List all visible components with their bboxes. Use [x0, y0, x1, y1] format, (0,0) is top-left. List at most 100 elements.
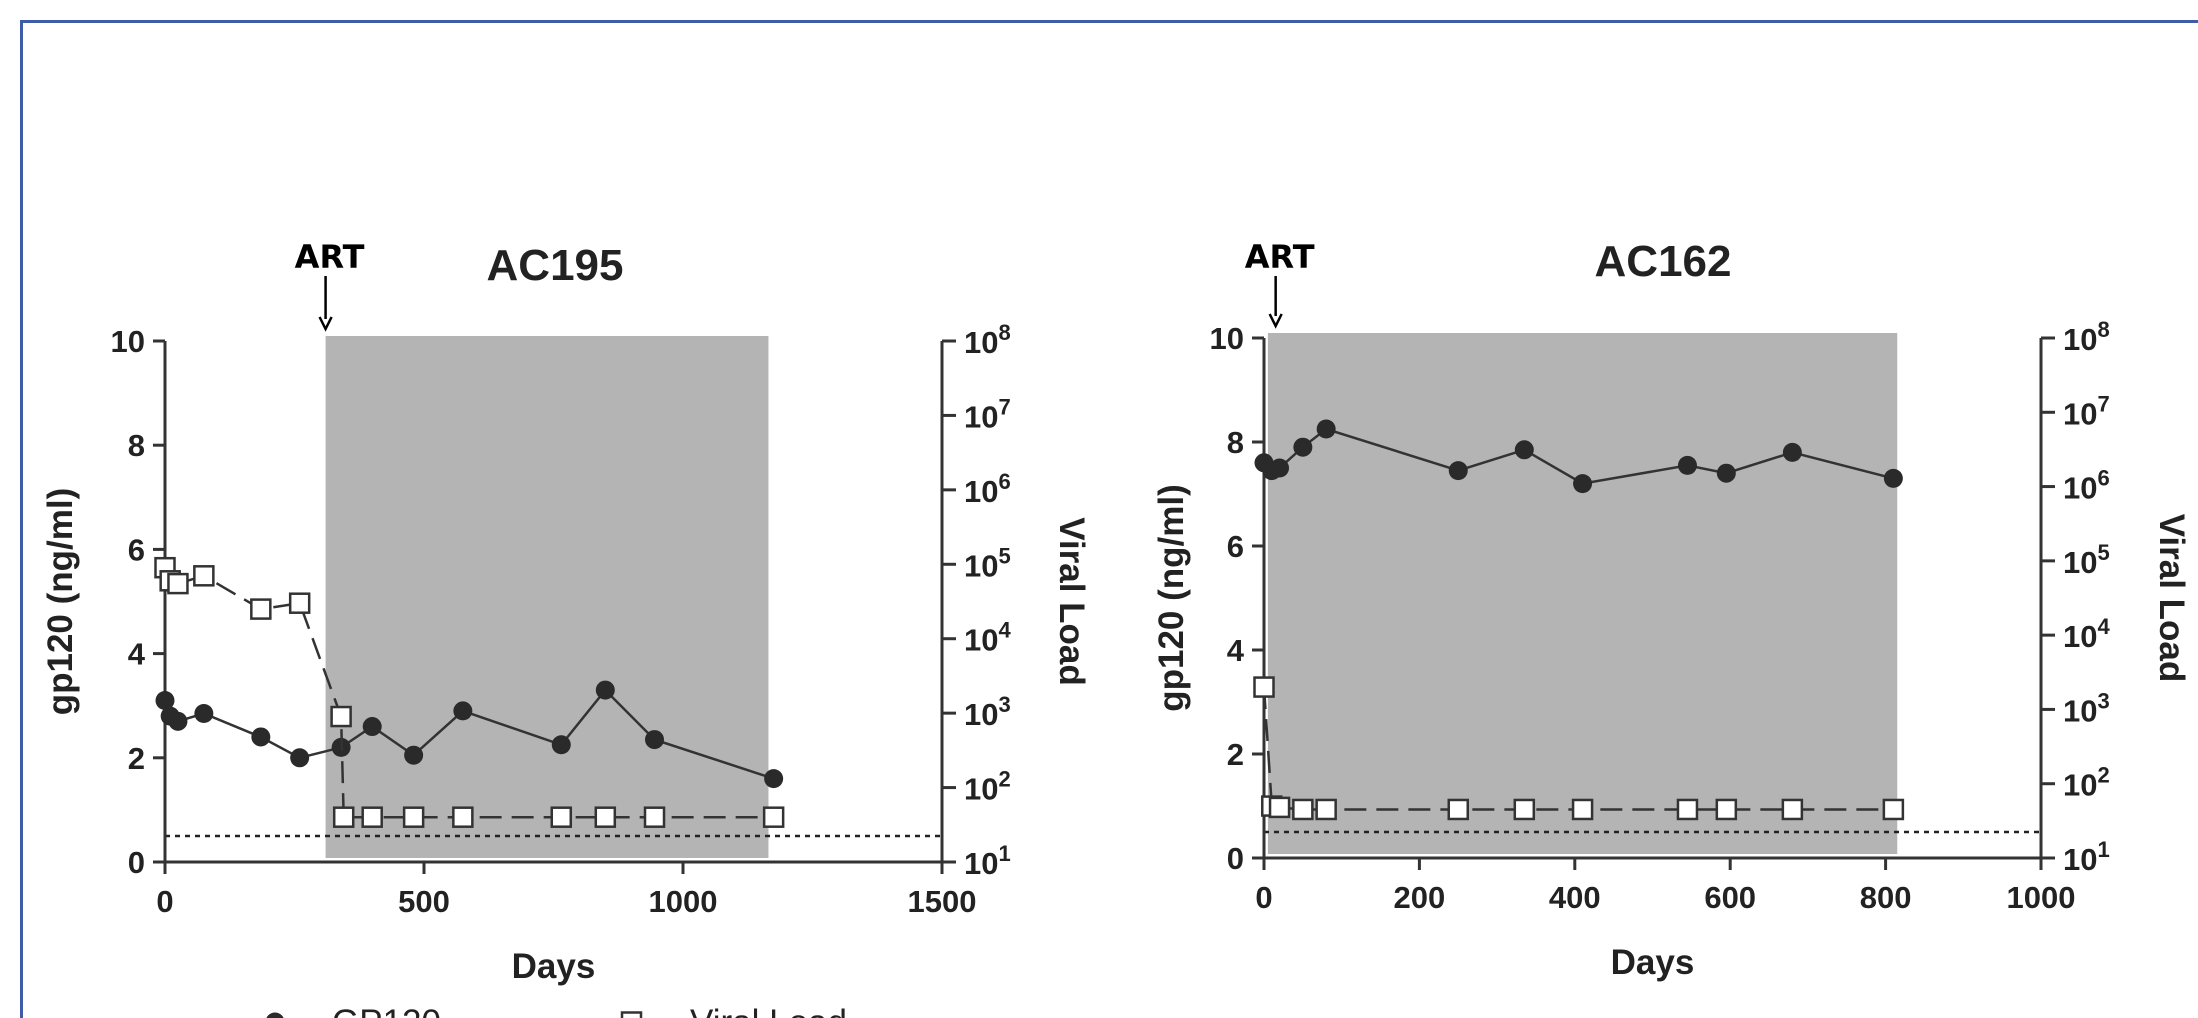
- y2-tick-label: 107: [2063, 391, 2110, 431]
- y-tick-label: 0: [128, 845, 145, 880]
- y2-tick-label: 101: [964, 841, 1011, 881]
- viral-load-point: [1715, 798, 1738, 821]
- gp120-point: [1883, 468, 1903, 488]
- gp120-point: [645, 730, 665, 750]
- viral-load-point: [361, 806, 383, 828]
- gp120-point: [1573, 474, 1593, 494]
- viral-load-point: [1315, 798, 1337, 821]
- y2-axis-title: Viral Load: [2152, 514, 2191, 683]
- chart-panel-ac195: 0 500 1000 1500 0 2 4 6 8 10 101 102 103 104 105 106 107…: [41, 238, 1091, 986]
- y2-tick-label: 103: [2063, 688, 2110, 728]
- viral-load-point: [167, 572, 189, 595]
- y2-tick-label: 101: [2063, 837, 2110, 877]
- legend: GP120 Viral Load: [266, 1003, 847, 1018]
- series-line-viral-load: [163, 567, 774, 819]
- viral-load-point: [1676, 798, 1699, 821]
- y-tick-label: 10: [111, 324, 145, 359]
- viral-load-point: [1513, 798, 1536, 821]
- gp120-point: [1782, 442, 1802, 462]
- y-axis-title: gp120 (ng/ml): [41, 488, 80, 716]
- viral-load-point: [452, 806, 474, 828]
- x-axis-title: Days: [512, 947, 596, 986]
- y-tick-label: 6: [128, 532, 145, 567]
- gp120-point: [1677, 455, 1697, 475]
- gp120-point: [1270, 458, 1290, 478]
- gp120-point: [290, 748, 310, 768]
- viral-load-point: [550, 806, 573, 828]
- art-label: ART: [295, 238, 365, 276]
- gp120-point: [1293, 437, 1313, 457]
- viral-load-point: [1292, 798, 1314, 821]
- viral-load-point: [1253, 676, 1275, 698]
- y-tick-label: 8: [128, 428, 145, 463]
- series-line-viral-load: [1262, 687, 1894, 811]
- viral-load-point: [330, 705, 352, 728]
- y-tick-label: 10: [1210, 321, 1244, 356]
- viral-load-point: [1882, 798, 1905, 821]
- y-tick-label: 4: [128, 637, 146, 672]
- x-axis-title: Days: [1611, 943, 1695, 982]
- art-label: ART: [1245, 238, 1315, 276]
- y2-tick-label: 104: [2063, 614, 2110, 654]
- gp120-point: [1448, 461, 1468, 481]
- gp120-point: [404, 745, 424, 765]
- y2-tick-label: 108: [2063, 317, 2110, 357]
- y2-tick-label: 103: [964, 692, 1011, 732]
- y2-tick-label: 108: [964, 320, 1011, 360]
- y2-tick-label: 107: [964, 394, 1011, 434]
- gp120-point: [251, 727, 271, 747]
- legend-label-gp120: GP120: [332, 1003, 441, 1018]
- x-tick-label: 800: [1860, 880, 1912, 915]
- y-tick-label: 6: [1227, 529, 1244, 564]
- gp120-point: [595, 680, 615, 700]
- y-axis-title: gp120 (ng/ml): [1152, 484, 1191, 712]
- gp120-point: [155, 690, 175, 710]
- x-tick-label: 500: [398, 884, 450, 919]
- y-tick-label: 2: [128, 741, 145, 776]
- gp120-point: [362, 717, 382, 737]
- y-tick-label: 2: [1227, 737, 1244, 772]
- viral-load-point: [1571, 798, 1594, 821]
- y-tick-label: 4: [1227, 633, 1245, 668]
- viral-load-point: [288, 592, 311, 614]
- viral-load-point: [762, 806, 785, 828]
- gp120-point: [764, 769, 784, 789]
- shaded-art-period: [1267, 333, 1898, 854]
- viral-load-point: [402, 806, 425, 828]
- legend-label-viral-load: Viral Load: [690, 1003, 847, 1018]
- gp120-point: [1514, 440, 1534, 460]
- viral-load-point: [1268, 796, 1291, 819]
- y2-tick-label: 105: [2063, 540, 2110, 580]
- viral-load-point: [250, 598, 272, 620]
- legend-marker-gp120: [266, 1012, 284, 1018]
- viral-load-point: [1781, 798, 1804, 821]
- x-tick-label: 1000: [649, 884, 718, 919]
- y2-tick-label: 102: [964, 767, 1011, 807]
- chart-panel-ac162: 0 200 400 600 800 1000 0 2 4 6 8 10 101 102 103 104 105 1…: [1152, 237, 2191, 982]
- gp120-point: [194, 704, 214, 724]
- y2-tick-label: 106: [964, 469, 1011, 509]
- viral-load-point: [1447, 798, 1469, 821]
- legend-marker-viral-load: [620, 1011, 643, 1018]
- gp120-point: [1316, 419, 1336, 439]
- viral-load-point: [193, 565, 215, 587]
- viral-load-point: [332, 806, 355, 828]
- x-tick-label: 0: [156, 884, 173, 919]
- art-arrow-head: [1268, 313, 1283, 329]
- viral-load-point: [594, 806, 617, 828]
- y2-tick-label: 102: [2063, 763, 2110, 803]
- viral-load-point: [643, 806, 666, 828]
- x-tick-label: 1000: [2007, 880, 2076, 915]
- x-tick-label: 0: [1255, 880, 1272, 915]
- y2-axis-title: Viral Load: [1052, 517, 1091, 686]
- y2-tick-label: 106: [2063, 466, 2110, 506]
- x-tick-label: 1500: [908, 884, 977, 919]
- chart-title: AC162: [1595, 237, 1732, 286]
- gp120-point: [453, 701, 473, 721]
- y2-tick-label: 105: [964, 543, 1011, 583]
- chart-title: AC195: [487, 241, 624, 290]
- gp120-point: [168, 711, 188, 731]
- x-tick-label: 600: [1704, 880, 1756, 915]
- shaded-art-period: [325, 336, 769, 858]
